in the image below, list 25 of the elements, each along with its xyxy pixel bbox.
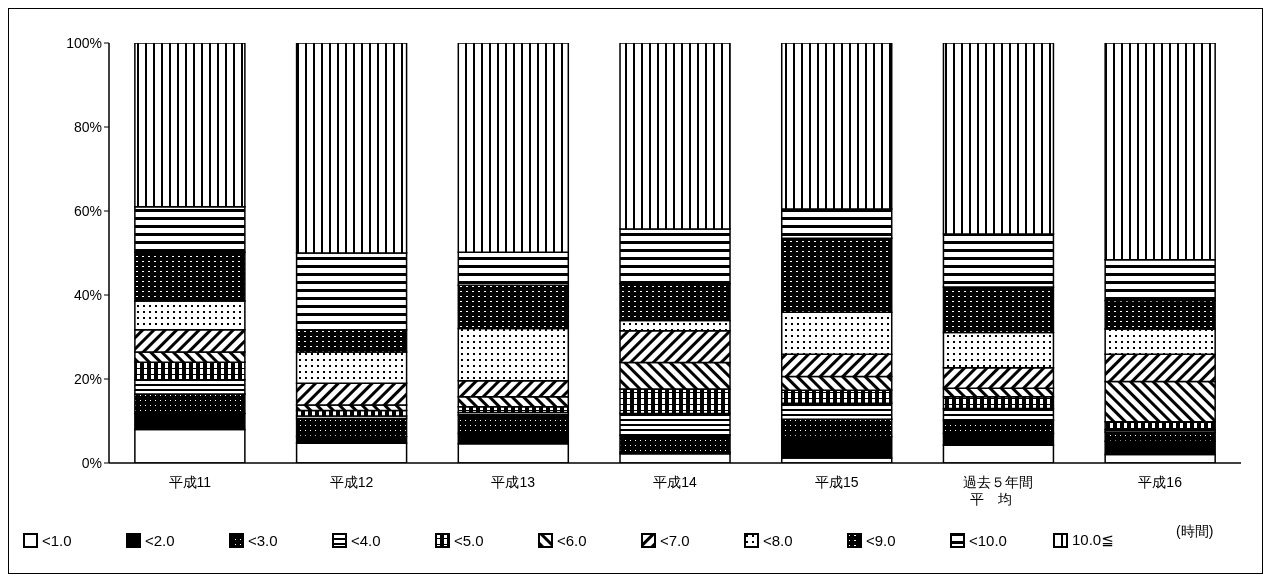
- x-tick-label: 平成11: [168, 474, 212, 490]
- y-tick-label: 20%: [73, 370, 102, 387]
- legend-label: <4.0: [351, 531, 381, 549]
- y-tick-label: 80%: [73, 118, 102, 135]
- x-tick-label: 平成13: [491, 474, 536, 490]
- legend-label: <8.0: [763, 531, 793, 549]
- legend-label: <3.0: [248, 531, 278, 549]
- legend-label: 10.0≦: [1072, 531, 1114, 549]
- x-tick-label: 平成15: [814, 474, 859, 490]
- y-tick-label: 40%: [73, 286, 102, 303]
- y-tick-label: 0%: [81, 454, 102, 471]
- x-tick-label: 平成16: [1138, 474, 1183, 490]
- legend-label: <7.0: [660, 531, 690, 549]
- legend-label: <1.0: [42, 531, 72, 549]
- y-tick-label: 60%: [73, 202, 102, 219]
- legend-label: <2.0: [145, 531, 175, 549]
- legend-label: <5.0: [454, 531, 484, 549]
- x-tick-label: 平成12: [329, 474, 374, 490]
- legend-title: (時間): [1176, 523, 1214, 541]
- legend-label: <6.0: [557, 531, 587, 549]
- x-tick-label: 平成14: [653, 474, 697, 490]
- legend-label: <9.0: [866, 531, 896, 549]
- y-tick-label: 100%: [66, 34, 102, 51]
- x-tick-label: 過去５年間平均: [963, 474, 1034, 507]
- legend-label: <10.0: [969, 531, 1007, 549]
